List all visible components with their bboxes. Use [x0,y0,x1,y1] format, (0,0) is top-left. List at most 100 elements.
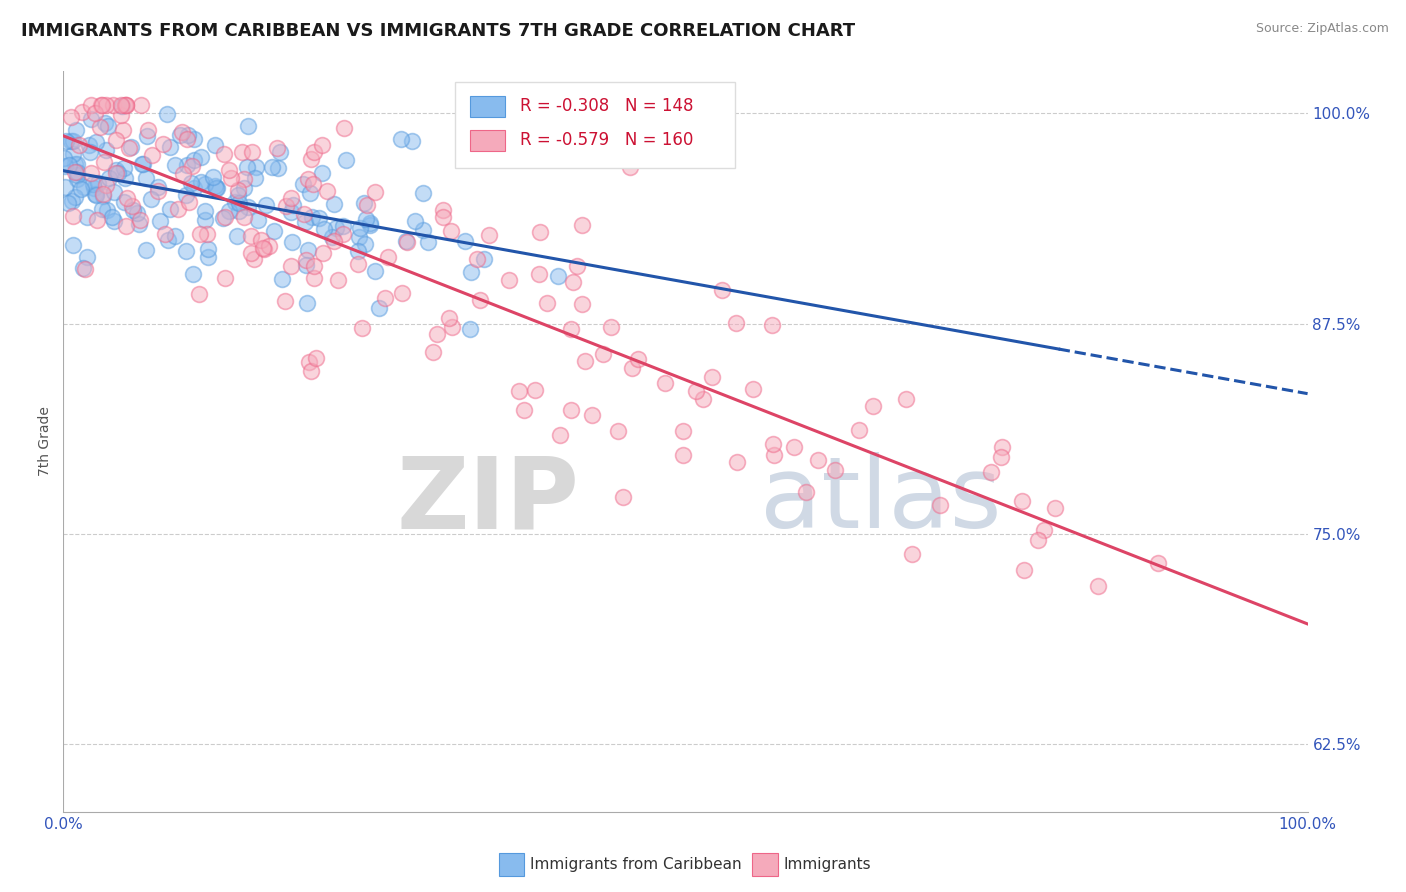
Point [80,166,103,180]
Point [197,242,219,256]
Point [112,123,135,137]
Point [294,215,316,229]
Point [115,191,138,205]
Point [114,219,136,233]
Point [228,203,250,218]
Point [396,235,419,249]
Point [619,161,641,175]
Point [508,384,530,399]
Point [529,225,551,239]
Point [311,166,333,180]
Point [326,273,349,287]
Point [321,229,343,244]
Point [103,185,125,199]
Point [65,165,87,179]
Text: R = -0.579   N = 160: R = -0.579 N = 160 [520,131,693,149]
Point [226,183,249,197]
Point [280,259,302,273]
Point [245,171,267,186]
Point [60,194,83,208]
Point [177,128,200,143]
Point [620,361,643,376]
Point [374,292,396,306]
Point [136,123,159,137]
Point [62,237,84,252]
Point [824,463,846,477]
Point [165,158,187,172]
Point [245,161,267,175]
Point [292,177,315,191]
Point [990,450,1012,464]
Point [980,465,1002,479]
Point [58,158,80,172]
Point [65,123,87,137]
Point [807,453,830,467]
Point [761,318,783,333]
Point [174,244,197,259]
Point [183,153,205,167]
FancyBboxPatch shape [456,82,735,168]
Point [304,259,326,273]
Point [389,132,412,146]
Point [91,202,114,216]
Point [183,181,205,195]
Point [263,224,285,238]
Point [332,219,354,234]
Point [112,195,135,210]
Point [1012,562,1035,576]
Point [353,196,375,211]
Point [236,120,259,134]
Point [412,223,434,237]
Point [169,128,191,142]
Point [672,425,695,439]
Point [60,134,83,148]
Point [70,105,93,120]
Point [581,409,603,423]
Point [131,157,153,171]
Text: ZIP: ZIP [396,452,579,549]
Point [761,437,783,451]
Point [312,221,335,235]
Point [121,203,143,218]
Point [783,440,806,454]
Point [354,237,377,252]
Point [536,295,558,310]
Point [125,206,148,220]
Point [862,399,884,413]
Point [627,352,650,367]
Point [253,242,276,256]
Y-axis label: 7th Grade: 7th Grade [38,407,52,476]
Point [465,252,488,266]
FancyBboxPatch shape [470,95,505,117]
Point [93,116,115,130]
Point [297,296,319,310]
Point [224,195,246,210]
Point [86,176,108,190]
Point [205,181,228,195]
Point [98,171,121,186]
Point [276,199,298,213]
Point [153,227,176,241]
Point [56,196,79,211]
Point [513,402,536,417]
Point [364,264,387,278]
Point [66,168,89,182]
Point [218,163,240,178]
Point [377,250,399,264]
Point [266,141,288,155]
Point [295,258,318,272]
Point [606,424,628,438]
Point [93,155,115,169]
Point [75,261,97,276]
Point [848,423,870,437]
Point [281,235,304,249]
Point [498,273,520,287]
Point [114,98,136,112]
Point [170,125,193,139]
Point [460,265,482,279]
Point [894,392,917,406]
Point [174,188,197,202]
FancyBboxPatch shape [470,130,505,151]
Point [231,145,253,159]
Point [76,250,98,264]
